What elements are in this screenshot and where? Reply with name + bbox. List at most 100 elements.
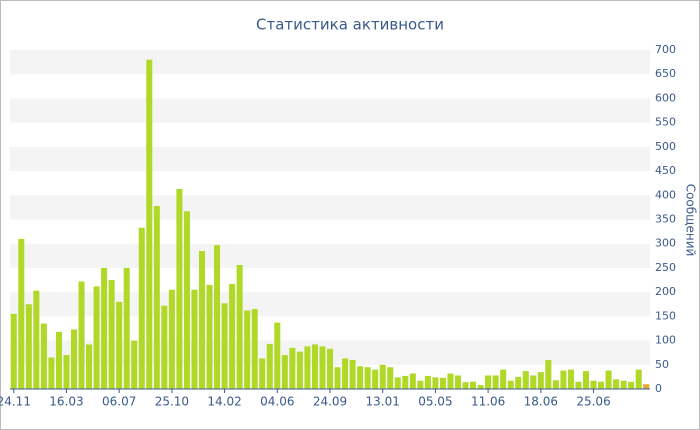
bar [183, 211, 190, 389]
bar [515, 376, 522, 389]
bar [628, 381, 635, 389]
bar [537, 372, 544, 389]
x-tick-label: 06.07 [102, 395, 136, 409]
grid-stripe [10, 50, 650, 75]
x-tick-label: 16.03 [49, 395, 83, 409]
bar [470, 381, 477, 389]
bar [500, 369, 507, 389]
bar [319, 346, 326, 389]
y-tick-label: 450 [655, 164, 676, 177]
bar [18, 238, 25, 389]
bar [545, 359, 552, 389]
x-tick-label: 14.02 [207, 395, 241, 409]
y-tick-label: 350 [655, 213, 676, 226]
bar [138, 227, 145, 389]
x-tick-label: 11.06 [471, 395, 505, 409]
bar [357, 366, 364, 389]
bar [25, 304, 32, 389]
bar [560, 370, 567, 389]
bar [492, 375, 499, 389]
bar [116, 301, 123, 389]
bar [311, 344, 318, 389]
bar [33, 290, 40, 389]
bar [281, 355, 288, 389]
bar [424, 375, 431, 389]
bar [477, 385, 484, 389]
bar [236, 265, 243, 389]
bar [266, 343, 273, 389]
grid-stripe [10, 146, 650, 172]
y-tick-label: 200 [655, 285, 676, 298]
bar [176, 188, 183, 389]
x-tick-label: 25.10 [155, 395, 189, 409]
bar [462, 382, 469, 389]
bar [598, 381, 605, 389]
bar [86, 344, 93, 389]
bar [10, 313, 17, 389]
bar [123, 267, 130, 389]
x-tick-label: 05.05 [418, 395, 452, 409]
bar [198, 250, 206, 389]
bar [379, 364, 386, 389]
bar [108, 280, 115, 389]
y-tick-label: 600 [655, 91, 676, 104]
bar [409, 373, 416, 389]
bar [372, 369, 379, 389]
bar [191, 289, 198, 389]
bar [620, 380, 627, 389]
x-tick-label: 18.06 [524, 395, 558, 409]
bar [613, 379, 620, 389]
bar [575, 381, 582, 389]
bar [349, 359, 356, 389]
bar [131, 340, 138, 389]
bar [244, 310, 251, 389]
bar [259, 358, 266, 389]
bar [485, 375, 492, 389]
bar [251, 309, 258, 389]
bar [101, 267, 108, 389]
bar [635, 369, 642, 389]
x-tick-label: 04.06 [260, 395, 294, 409]
bar [161, 305, 168, 389]
bar [146, 59, 153, 389]
bar [643, 384, 650, 389]
bar [417, 380, 424, 389]
bar [63, 355, 70, 389]
bar [364, 367, 371, 389]
y-tick-label: 650 [655, 67, 676, 80]
bar [590, 380, 597, 389]
bar [168, 289, 175, 389]
bar [432, 377, 439, 389]
y-tick-label: 550 [655, 116, 676, 129]
bar [394, 377, 401, 389]
bar [304, 346, 311, 389]
x-tick-label: 25.06 [576, 395, 610, 409]
bar [93, 286, 100, 389]
y-tick-label: 250 [655, 261, 676, 274]
bar [70, 329, 78, 389]
bar [582, 371, 590, 389]
bar [439, 377, 446, 389]
y-tick-label: 0 [655, 382, 662, 395]
x-tick-label: 24.11 [0, 395, 31, 409]
grid-stripe [10, 98, 650, 123]
grid-stripe [10, 195, 650, 220]
grid-stripe [10, 243, 650, 268]
bar [507, 380, 514, 389]
bar [48, 357, 55, 389]
y-tick-label: 700 [655, 43, 676, 56]
y-axis-label: Сообщений [684, 184, 698, 257]
y-tick-label: 500 [655, 140, 676, 153]
bar [342, 358, 349, 389]
bar [78, 281, 85, 389]
x-tick-label: 13.01 [366, 395, 400, 409]
bar [402, 375, 409, 389]
bar [229, 283, 236, 389]
bar [522, 371, 529, 389]
y-tick-label: 400 [655, 188, 676, 201]
bar [289, 347, 296, 389]
bar [334, 367, 341, 389]
x-tick-label: 24.09 [313, 395, 347, 409]
bar [552, 380, 559, 389]
